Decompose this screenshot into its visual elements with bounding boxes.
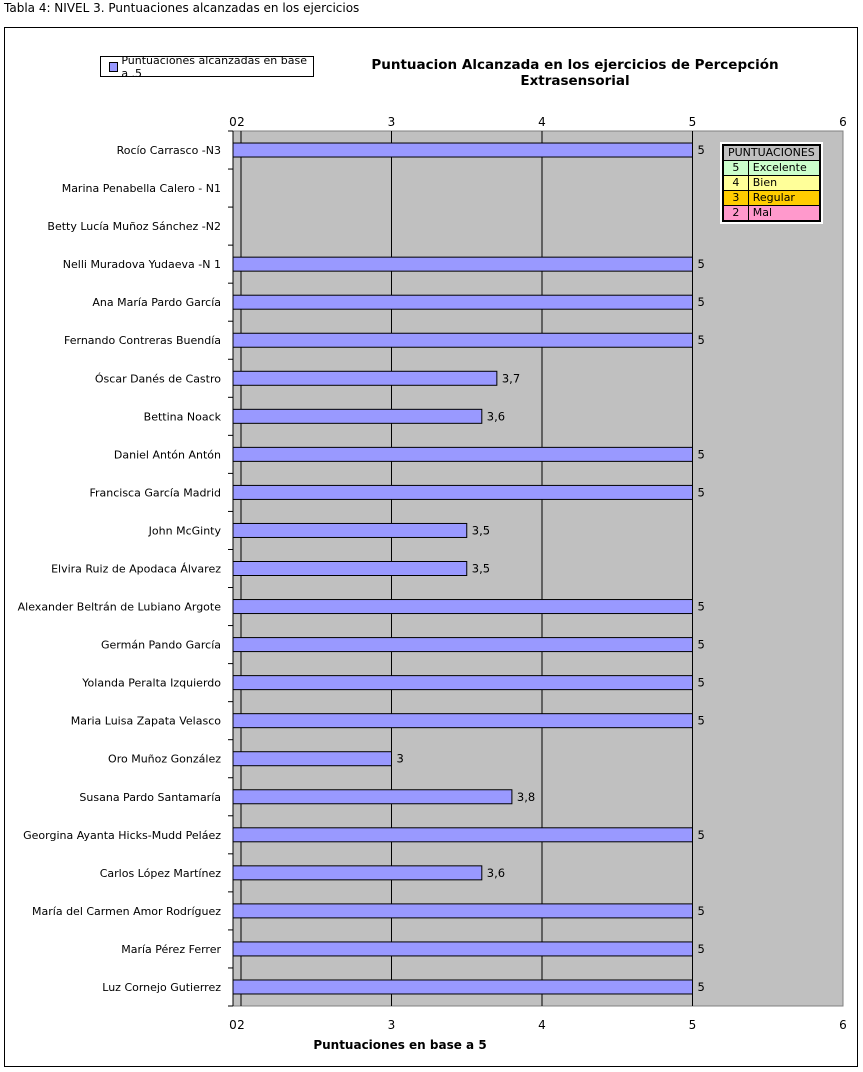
chart-frame bbox=[4, 27, 858, 1067]
data-label: 3 bbox=[397, 752, 404, 766]
table-caption: Tabla 4: NIVEL 3. Puntuaciones alcanzada… bbox=[4, 1, 360, 15]
score-row: 5 Excelente bbox=[722, 160, 821, 176]
category-label: Rocío Carrasco -N3 bbox=[117, 144, 221, 157]
category-label: Susana Pardo Santamaría bbox=[79, 791, 221, 804]
data-label: 3,7 bbox=[502, 371, 520, 385]
x-tick-label-top: 0 bbox=[229, 115, 237, 129]
bar bbox=[232, 522, 468, 538]
score-row: 3 Regular bbox=[722, 190, 821, 206]
chart-legend: Puntuaciones alcanzadas en base a .5 bbox=[100, 53, 314, 80]
category-label: Fernando Contreras Buendía bbox=[64, 334, 221, 347]
bar bbox=[232, 865, 483, 881]
score-value: 4 bbox=[722, 175, 749, 191]
data-label: 5 bbox=[698, 143, 705, 157]
category-label: Marina Penabella Calero - N1 bbox=[62, 182, 221, 195]
data-label: 5 bbox=[698, 828, 705, 842]
x-tick-label-bottom: 2 bbox=[237, 1018, 245, 1032]
legend-entry: Puntuaciones alcanzadas en base a .5 bbox=[121, 53, 308, 80]
data-label: 5 bbox=[698, 638, 705, 652]
x-tick-label-top: 6 bbox=[839, 115, 847, 129]
bar bbox=[232, 941, 693, 957]
category-label: Georgina Ayanta Hicks-Mudd Peláez bbox=[23, 829, 221, 842]
category-label: Yolanda Peralta Izquierdo bbox=[81, 677, 221, 690]
x-axis-label: Puntuaciones en base a 5 bbox=[313, 1038, 487, 1052]
score-row: 4 Bien bbox=[722, 175, 821, 191]
bar bbox=[232, 637, 693, 653]
data-label: 5 bbox=[698, 980, 705, 994]
bar bbox=[232, 903, 693, 919]
bar bbox=[232, 142, 693, 158]
score-value: 2 bbox=[722, 205, 749, 222]
bar bbox=[232, 979, 693, 995]
x-tick-label-bottom: 0 bbox=[229, 1018, 237, 1032]
category-label: Luz Cornejo Gutierrez bbox=[102, 981, 221, 994]
data-label: 5 bbox=[698, 676, 705, 690]
x-tick-label-bottom: 3 bbox=[388, 1018, 396, 1032]
category-label: Bettina Noack bbox=[144, 410, 222, 423]
data-label: 3,5 bbox=[472, 562, 490, 576]
category-label: Alexander Beltrán de Lubiano Argote bbox=[18, 601, 222, 614]
score-label: Regular bbox=[747, 190, 821, 206]
category-label: Ana María Pardo García bbox=[92, 296, 221, 309]
data-label: 5 bbox=[698, 447, 705, 461]
bar bbox=[232, 827, 693, 843]
bar bbox=[232, 789, 513, 805]
score-row: 2 Mal bbox=[722, 205, 821, 222]
bar bbox=[232, 294, 693, 310]
bar bbox=[232, 713, 693, 729]
score-table-header: PUNTUACIONES bbox=[722, 144, 821, 161]
category-label: Maria Luisa Zapata Velasco bbox=[71, 715, 222, 728]
data-label: 5 bbox=[698, 333, 705, 347]
bar bbox=[232, 370, 498, 386]
data-label: 5 bbox=[698, 295, 705, 309]
score-value: 5 bbox=[722, 160, 749, 176]
data-label: 5 bbox=[698, 600, 705, 614]
data-label: 3,6 bbox=[487, 866, 505, 880]
category-label: Betty Lucía Muñoz Sánchez -N2 bbox=[47, 220, 221, 233]
legend-swatch bbox=[109, 61, 119, 72]
x-tick-label-top: 4 bbox=[538, 115, 546, 129]
category-label: Óscar Danés de Castro bbox=[95, 372, 221, 385]
bar bbox=[232, 561, 468, 576]
x-tick-label-bottom: 4 bbox=[538, 1018, 546, 1032]
data-label: 5 bbox=[698, 714, 705, 728]
score-value: 3 bbox=[722, 190, 749, 206]
category-label: Carlos López Martínez bbox=[100, 867, 222, 880]
category-label: María del Carmen Amor Rodríguez bbox=[32, 905, 221, 918]
category-label: Germán Pando García bbox=[101, 639, 221, 652]
bar bbox=[232, 675, 693, 691]
score-label: Bien bbox=[747, 175, 821, 191]
data-label: 5 bbox=[698, 942, 705, 956]
chart-title: Puntuacion Alcanzada en los ejercicios d… bbox=[371, 57, 779, 89]
data-label: 5 bbox=[698, 257, 705, 271]
score-legend-table: PUNTUACIONES 5 Excelente 4 Bien 3 Regular 2… bbox=[720, 142, 823, 224]
data-label: 5 bbox=[698, 485, 705, 499]
bar bbox=[232, 332, 693, 348]
x-tick-label-bottom: 6 bbox=[839, 1018, 847, 1032]
score-label: Mal bbox=[747, 205, 821, 222]
x-tick-label-top: 3 bbox=[388, 115, 396, 129]
category-label: Francisca García Madrid bbox=[89, 486, 221, 499]
bar bbox=[232, 408, 483, 424]
bar bbox=[232, 256, 693, 272]
bar bbox=[232, 599, 693, 615]
bar bbox=[232, 484, 693, 500]
category-label: Elvira Ruiz de Apodaca Álvarez bbox=[51, 563, 221, 576]
category-label: Nelli Muradova Yudaeva -N 1 bbox=[63, 258, 221, 271]
data-label: 3,6 bbox=[487, 409, 505, 423]
data-label: 3,5 bbox=[472, 523, 490, 537]
x-tick-label-top: 5 bbox=[689, 115, 697, 129]
data-label: 5 bbox=[698, 904, 705, 918]
bar bbox=[232, 446, 693, 462]
x-tick-label-bottom: 5 bbox=[689, 1018, 697, 1032]
x-tick-label-top: 2 bbox=[237, 115, 245, 129]
score-label: Excelente bbox=[747, 160, 821, 176]
data-label: 3,8 bbox=[517, 790, 535, 804]
bar bbox=[232, 751, 392, 767]
category-label: Oro Muñoz González bbox=[108, 753, 221, 766]
category-label: María Pérez Ferrer bbox=[121, 943, 221, 956]
category-label: John McGinty bbox=[148, 524, 222, 537]
category-label: Daniel Antón Antón bbox=[114, 448, 221, 461]
